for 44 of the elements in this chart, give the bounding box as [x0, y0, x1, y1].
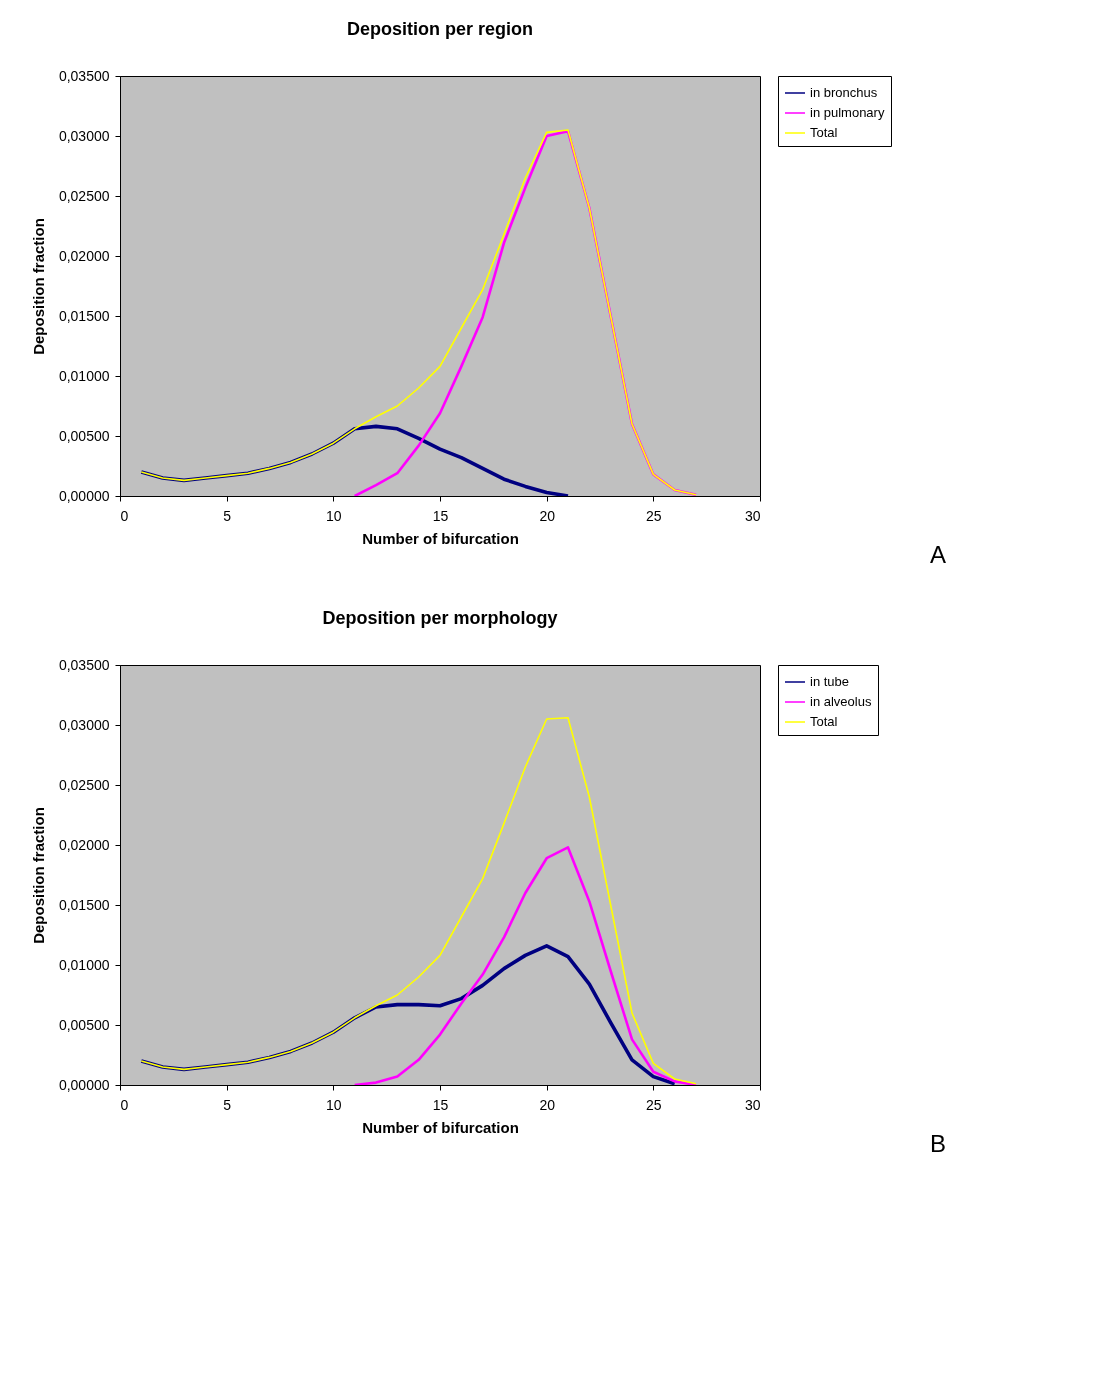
y-tick-label: 0,02500: [58, 776, 110, 793]
legend-label: in alveolus: [810, 694, 872, 709]
x-tick-label: 5: [223, 1096, 232, 1113]
legend-label: in pulmonary: [810, 105, 885, 120]
y-tick-label: 0,02500: [58, 187, 110, 204]
x-tick-label: 15: [432, 507, 449, 524]
x-tick-label: 5: [223, 507, 232, 524]
x-axis-title: Number of bifurcation: [362, 1118, 519, 1136]
y-tick-label: 0,03500: [58, 67, 110, 84]
legend-label: Total: [810, 125, 838, 140]
y-tick-label: 0,01000: [58, 956, 110, 973]
y-tick-label: 0,02000: [58, 247, 110, 264]
legend-label: in tube: [810, 674, 850, 689]
x-tick-label: 10: [326, 507, 342, 524]
x-tick-label: 15: [432, 1096, 449, 1113]
y-tick-label: 0,00000: [58, 487, 110, 504]
x-tick-label: 20: [539, 1096, 556, 1113]
x-tick-label: 30: [744, 507, 761, 524]
x-tick-label: 0: [120, 1096, 129, 1113]
y-tick-label: 0,00000: [58, 1076, 110, 1093]
x-axis-title: Number of bifurcation: [362, 529, 519, 547]
x-tick-label: 0: [120, 507, 129, 524]
y-tick-label: 0,01000: [58, 367, 110, 384]
y-tick-label: 0,01500: [58, 896, 110, 913]
x-tick-label: 10: [326, 1096, 342, 1113]
y-tick-label: 0,02000: [58, 836, 110, 853]
y-axis-title: Deposition fraction: [29, 807, 47, 944]
y-tick-label: 0,00500: [58, 427, 110, 444]
y-tick-label: 0,03000: [58, 716, 110, 733]
text: A: [930, 541, 947, 568]
y-tick-label: 0,03000: [58, 127, 110, 144]
y-tick-label: 0,00500: [58, 1016, 110, 1033]
chart-title: Deposition per region: [346, 19, 534, 39]
x-tick-label: 25: [646, 507, 662, 524]
x-tick-label: 20: [539, 507, 556, 524]
x-tick-label: 25: [646, 1096, 662, 1113]
legend-label: in bronchus: [810, 85, 878, 100]
text: B: [930, 1130, 947, 1157]
x-tick-label: 30: [744, 1096, 761, 1113]
legend-label: Total: [810, 714, 838, 729]
chart-title: Deposition per morphology: [322, 608, 558, 628]
y-tick-label: 0,01500: [58, 307, 110, 324]
y-axis-title: Deposition fraction: [29, 218, 47, 355]
y-tick-label: 0,03500: [58, 656, 110, 673]
